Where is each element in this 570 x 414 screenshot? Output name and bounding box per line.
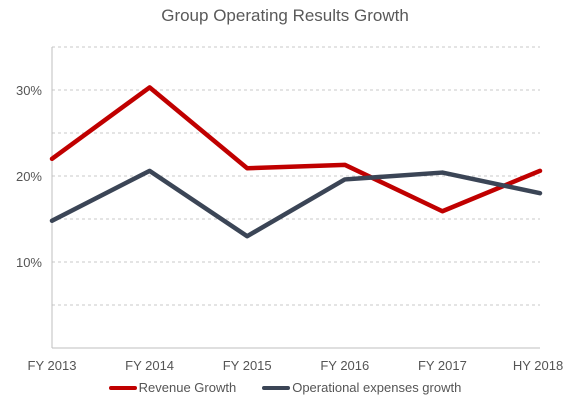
x-tick-label: FY 2017 xyxy=(418,358,467,373)
x-tick-label: FY 2014 xyxy=(125,358,174,373)
legend-label-revenue: Revenue Growth xyxy=(138,380,237,395)
x-tick-label: FY 2013 xyxy=(28,358,77,373)
series-line-revenue-growth xyxy=(49,85,543,214)
legend-swatch-revenue xyxy=(108,385,137,390)
series-line-opex-growth xyxy=(49,168,543,239)
legend-label-opex: Operational expenses growth xyxy=(292,380,462,395)
x-tick-label: FY 2015 xyxy=(223,358,272,373)
legend: Revenue Growth Operational expenses grow… xyxy=(0,380,570,395)
x-tick-label: HY 2018 xyxy=(513,358,563,373)
x-tick-label: FY 2016 xyxy=(320,358,369,373)
y-tick-label: 10% xyxy=(16,255,42,270)
legend-item-opex: Operational expenses growth xyxy=(262,380,461,395)
legend-swatch-opex xyxy=(262,385,291,390)
y-tick-label: 30% xyxy=(16,83,42,98)
legend-item-revenue: Revenue Growth xyxy=(108,380,237,395)
y-tick-label: 20% xyxy=(16,169,42,184)
chart-title: Group Operating Results Growth xyxy=(161,6,409,25)
